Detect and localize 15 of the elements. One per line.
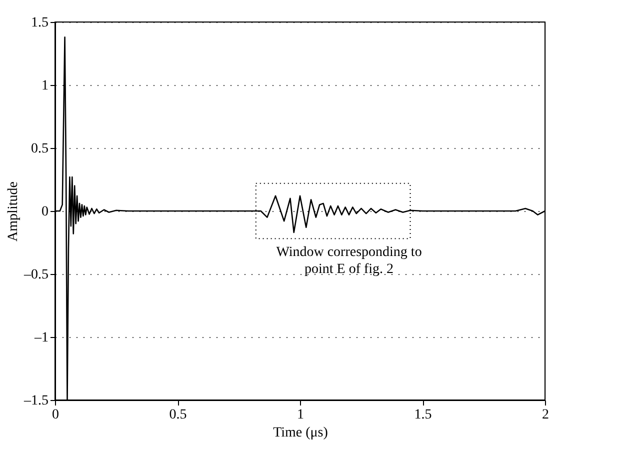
y-tick-label: –1 bbox=[34, 330, 48, 346]
x-axis-title: Time (μs) bbox=[273, 426, 328, 440]
x-tick-label: 1 bbox=[297, 408, 304, 422]
annotation: Window corresponding to point E of fig. 2 bbox=[276, 245, 422, 278]
y-tick-label: 1 bbox=[42, 78, 48, 94]
x-tick-label: 2 bbox=[542, 408, 549, 422]
y-tick-label: –0.5 bbox=[23, 268, 48, 282]
y-tick-label: 1.5 bbox=[31, 16, 48, 30]
y-axis-title: Amplitude bbox=[6, 182, 21, 242]
x-tick-label: 1.5 bbox=[414, 408, 432, 422]
y-tick-label: –1.5 bbox=[23, 394, 48, 408]
x-tick-label: 0 bbox=[52, 408, 59, 422]
y-tick-label: 0.5 bbox=[31, 142, 48, 156]
x-tick-label: 0.5 bbox=[169, 408, 187, 422]
y-tick-label: 0 bbox=[42, 204, 48, 220]
